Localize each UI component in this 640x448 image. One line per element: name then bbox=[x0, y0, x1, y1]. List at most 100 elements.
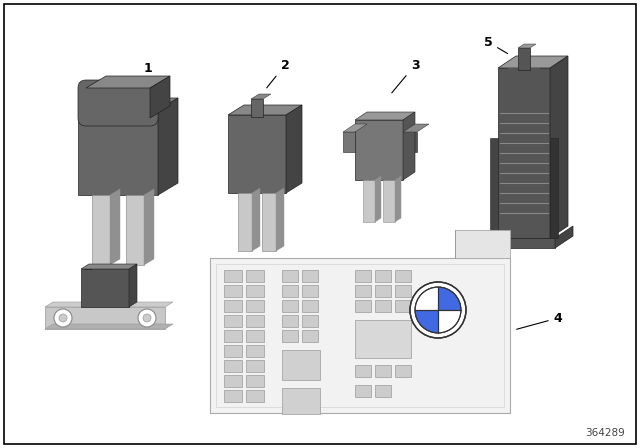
Polygon shape bbox=[490, 138, 498, 238]
Bar bbox=[355, 320, 411, 358]
Polygon shape bbox=[403, 132, 417, 152]
Polygon shape bbox=[45, 302, 173, 307]
Bar bbox=[282, 388, 320, 414]
Bar bbox=[224, 360, 242, 372]
Circle shape bbox=[54, 309, 72, 327]
Polygon shape bbox=[383, 180, 395, 222]
FancyBboxPatch shape bbox=[78, 80, 158, 126]
Bar bbox=[518, 48, 530, 70]
Polygon shape bbox=[518, 44, 536, 48]
Bar bbox=[224, 300, 242, 312]
Polygon shape bbox=[150, 76, 170, 118]
Bar bbox=[224, 375, 242, 387]
Bar bbox=[246, 330, 264, 342]
Bar bbox=[302, 315, 318, 327]
Bar bbox=[246, 300, 264, 312]
Polygon shape bbox=[126, 195, 144, 265]
Bar bbox=[282, 285, 298, 297]
Bar bbox=[246, 270, 264, 282]
Bar bbox=[375, 270, 391, 282]
Bar bbox=[81, 269, 129, 307]
Bar bbox=[224, 315, 242, 327]
Polygon shape bbox=[262, 193, 276, 251]
Bar bbox=[302, 330, 318, 342]
Text: 1: 1 bbox=[143, 61, 152, 89]
Bar bbox=[282, 270, 298, 282]
Polygon shape bbox=[86, 76, 170, 88]
Bar bbox=[375, 285, 391, 297]
Wedge shape bbox=[415, 287, 438, 310]
Bar bbox=[355, 385, 371, 397]
Polygon shape bbox=[395, 176, 401, 222]
Text: 6: 6 bbox=[84, 263, 94, 291]
Polygon shape bbox=[550, 56, 568, 238]
Polygon shape bbox=[403, 124, 429, 132]
Bar bbox=[246, 360, 264, 372]
Bar bbox=[395, 365, 411, 377]
Polygon shape bbox=[508, 68, 540, 108]
Bar bbox=[45, 307, 165, 329]
Circle shape bbox=[143, 314, 151, 322]
Polygon shape bbox=[78, 98, 178, 110]
Polygon shape bbox=[343, 124, 367, 132]
Bar bbox=[224, 390, 242, 402]
Bar bbox=[375, 385, 391, 397]
Polygon shape bbox=[81, 264, 137, 269]
Circle shape bbox=[138, 309, 156, 327]
Bar bbox=[224, 345, 242, 357]
Bar bbox=[375, 300, 391, 312]
Bar bbox=[355, 285, 371, 297]
Polygon shape bbox=[498, 56, 568, 68]
Text: 5: 5 bbox=[484, 35, 508, 54]
Circle shape bbox=[59, 314, 67, 322]
Bar bbox=[282, 330, 298, 342]
Bar bbox=[302, 270, 318, 282]
Bar bbox=[355, 365, 371, 377]
Bar bbox=[246, 390, 264, 402]
Bar bbox=[498, 68, 550, 238]
Bar bbox=[395, 270, 411, 282]
Bar bbox=[246, 375, 264, 387]
Polygon shape bbox=[455, 230, 510, 258]
Bar bbox=[78, 110, 158, 195]
Polygon shape bbox=[343, 132, 355, 152]
Polygon shape bbox=[286, 105, 302, 193]
Polygon shape bbox=[403, 112, 415, 180]
Bar bbox=[224, 330, 242, 342]
Bar bbox=[395, 300, 411, 312]
Wedge shape bbox=[438, 310, 461, 333]
Bar bbox=[302, 285, 318, 297]
Polygon shape bbox=[493, 238, 555, 248]
Polygon shape bbox=[238, 193, 252, 251]
Bar bbox=[395, 285, 411, 297]
Bar bbox=[246, 345, 264, 357]
Circle shape bbox=[410, 282, 466, 338]
Bar bbox=[224, 270, 242, 282]
Bar bbox=[210, 258, 510, 413]
Bar bbox=[355, 120, 403, 180]
Bar bbox=[302, 300, 318, 312]
Bar bbox=[251, 99, 263, 117]
Bar bbox=[355, 300, 371, 312]
Polygon shape bbox=[251, 94, 271, 99]
Wedge shape bbox=[438, 287, 461, 310]
Polygon shape bbox=[375, 176, 381, 222]
Polygon shape bbox=[110, 189, 120, 265]
Wedge shape bbox=[415, 310, 438, 333]
Text: 2: 2 bbox=[267, 59, 289, 88]
Text: 4: 4 bbox=[516, 311, 563, 329]
Polygon shape bbox=[228, 105, 302, 115]
Polygon shape bbox=[158, 98, 178, 195]
Text: 364289: 364289 bbox=[585, 428, 625, 438]
Polygon shape bbox=[92, 195, 110, 265]
Bar bbox=[216, 264, 504, 407]
Bar bbox=[282, 300, 298, 312]
Bar bbox=[224, 285, 242, 297]
Bar bbox=[228, 115, 286, 193]
Polygon shape bbox=[129, 264, 137, 307]
Polygon shape bbox=[276, 188, 284, 251]
Bar bbox=[246, 285, 264, 297]
Polygon shape bbox=[555, 226, 573, 248]
Polygon shape bbox=[144, 189, 154, 265]
Bar bbox=[282, 315, 298, 327]
